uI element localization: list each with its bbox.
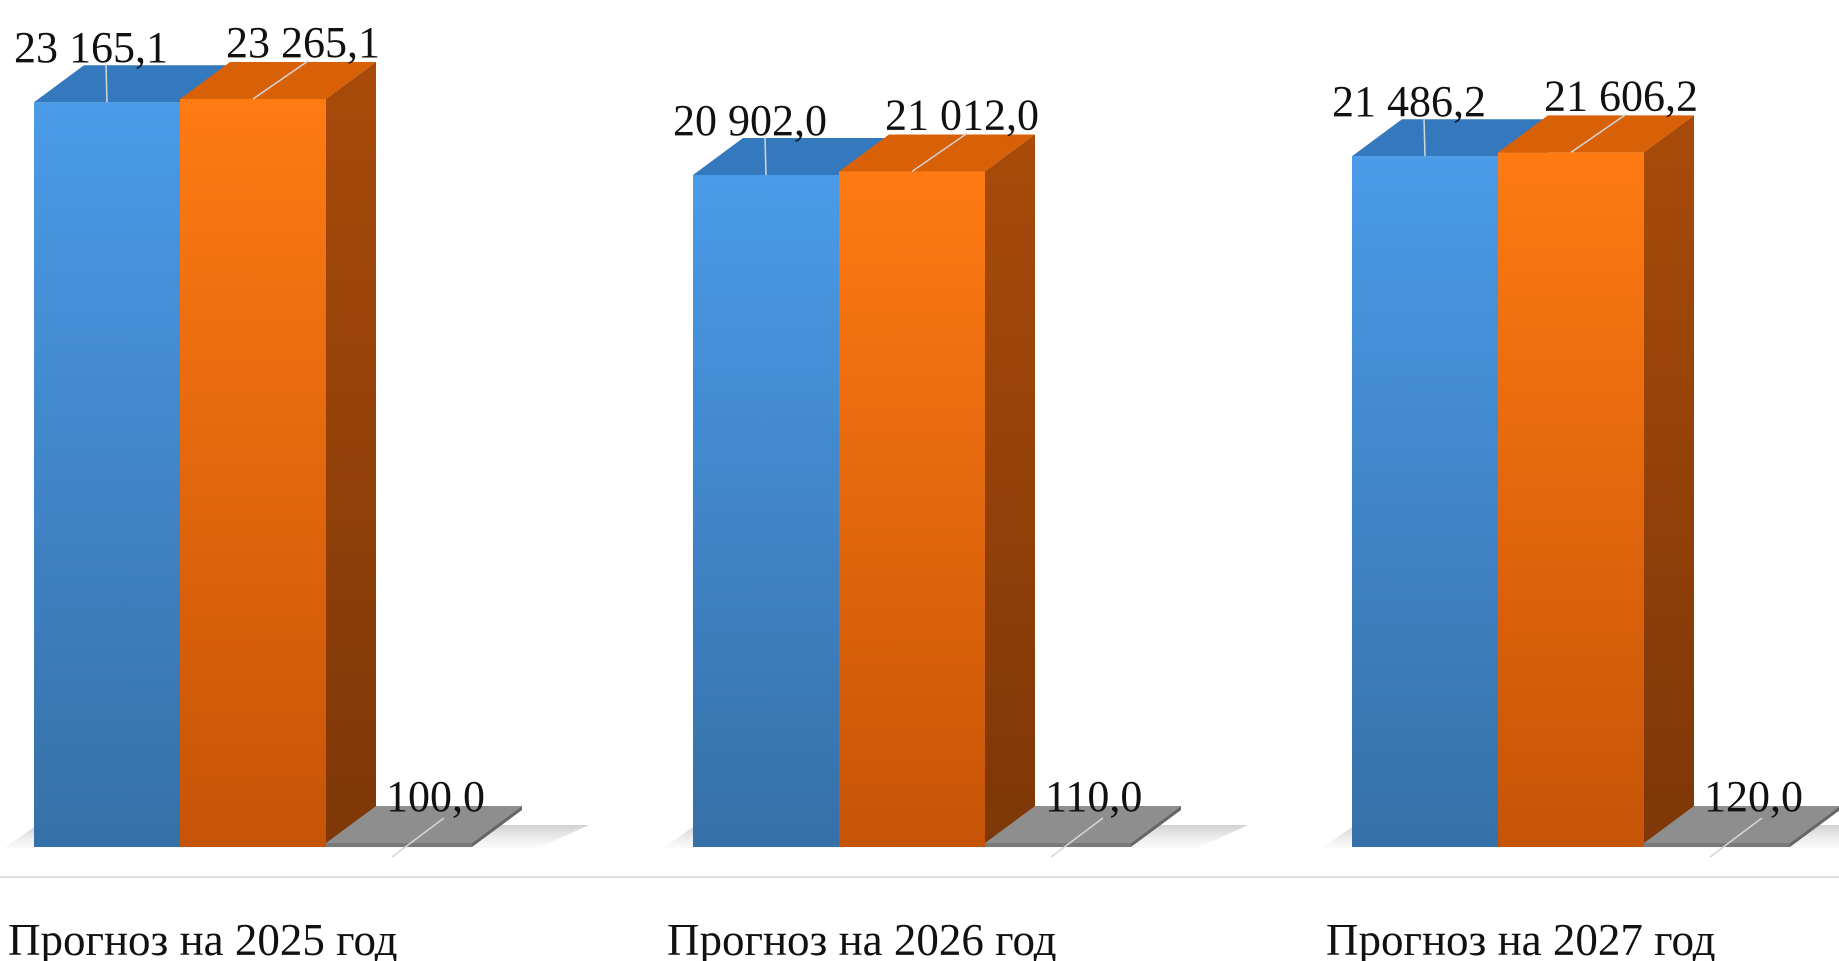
bar-прогноз-на-2025-год-series-2-leader-line <box>252 60 309 100</box>
bar-прогноз-на-2027-год-series-2-front <box>1498 152 1644 847</box>
bar-прогноз-на-2026-год-series-3-side <box>1131 806 1181 847</box>
bar-прогноз-на-2025-год-series-1-data-label: 23 165,1 <box>14 23 168 72</box>
bar-прогноз-на-2025-год-series-3-top <box>326 806 522 843</box>
bar-прогноз-на-2025-год-series-3-data-label: 100,0 <box>386 772 485 821</box>
bar-прогноз-на-2025-год-series-2 <box>180 60 376 847</box>
bar-прогноз-на-2027-год-series-2-data-label: 21 606,2 <box>1544 71 1698 120</box>
bar-прогноз-на-2027-год-series-1-front <box>1352 156 1498 847</box>
bar-прогноз-на-2025-год-series-2-front <box>180 99 326 847</box>
bar-прогноз-на-2026-год-series-2-front <box>839 171 985 847</box>
bar-прогноз-на-2026-год-series-3-data-label: 110,0 <box>1045 772 1142 821</box>
bar-прогноз-на-2026-год-series-2-leader-line <box>911 132 968 173</box>
bar-прогноз-на-2025-год-series-3-leader-line <box>391 817 445 858</box>
bar-прогноз-на-2026-год-series-1-leader-line <box>764 136 767 175</box>
bar-прогноз-на-2025-год-series-3-side <box>472 806 522 847</box>
bar-прогноз-на-2027-год-series-3-data-label: 120,0 <box>1704 772 1803 821</box>
bar-прогноз-на-2026-год-series-2-side <box>985 134 1035 847</box>
bar-прогноз-на-2026-год-series-3-leader-line <box>1050 817 1104 858</box>
label-layer: 23 165,1 23 265,1 100,0 Прогноз на 2025 год… <box>8 18 1803 961</box>
bar-прогноз-на-2027-год-series-1-top <box>1352 119 1548 157</box>
bar-прогноз-на-2027-год-series-2-top <box>1498 115 1694 153</box>
bar-прогноз-на-2025-год-series-2-top <box>180 62 376 99</box>
bar-прогноз-на-2026-год-series-2 <box>839 132 1035 847</box>
bar-прогноз-на-2026-год-series-3 <box>985 806 1181 858</box>
bar-прогноз-на-2025-год-series-1-top <box>34 65 230 103</box>
category-label-2: Прогноз на 2026 год <box>667 915 1057 961</box>
bar-прогноз-на-2026-год-series-1-data-label: 20 902,0 <box>673 96 827 145</box>
bar-прогноз-на-2027-год-series-2-side <box>1644 115 1694 847</box>
bar-прогноз-на-2025-год-series-1-front <box>34 102 180 848</box>
bar-прогноз-на-2026-год-series-1-top <box>693 137 889 175</box>
bar-прогноз-на-2026-год-series-2-top <box>839 134 1035 172</box>
bar-прогноз-на-2025-год-series-3-front <box>326 843 472 847</box>
bar-прогноз-на-2026-год-series-2-data-label: 21 012,0 <box>885 90 1039 139</box>
bar-прогноз-на-2027-год-series-3-top <box>1644 806 1839 843</box>
bar-прогноз-на-2027-год-series-3-leader-line <box>1709 817 1763 858</box>
bar-прогноз-на-2027-год-series-2-leader-line <box>1570 113 1627 153</box>
category-label-1: Прогноз на 2025 год <box>8 915 398 961</box>
bar-прогноз-на-2027-год-series-2 <box>1498 113 1694 847</box>
bar-прогноз-на-2027-год-series-1-leader-line <box>1423 118 1426 157</box>
bar-прогноз-на-2025-год-series-3 <box>326 806 522 858</box>
bar-прогноз-на-2027-год-series-3 <box>1644 806 1839 858</box>
bar-прогноз-на-2026-год-series-1-front <box>693 174 839 847</box>
bar-прогноз-на-2025-год-series-1-leader-line <box>105 64 108 103</box>
bar-прогноз-на-2027-год-series-3-side <box>1790 806 1839 847</box>
category-label-3: Прогноз на 2027 год <box>1326 915 1716 961</box>
plot-area <box>4 60 1839 858</box>
bar-прогноз-на-2026-год-series-3-front <box>985 843 1131 847</box>
bar-прогноз-на-2025-год-series-2-data-label: 23 265,1 <box>226 18 380 67</box>
bar-прогноз-на-2027-год-series-1-data-label: 21 486,2 <box>1332 77 1486 126</box>
bar-прогноз-на-2027-год-series-3-front <box>1644 843 1790 847</box>
bar-прогноз-на-2026-год-series-3-top <box>985 806 1181 843</box>
bar-прогноз-на-2025-год-series-2-side <box>326 62 376 847</box>
